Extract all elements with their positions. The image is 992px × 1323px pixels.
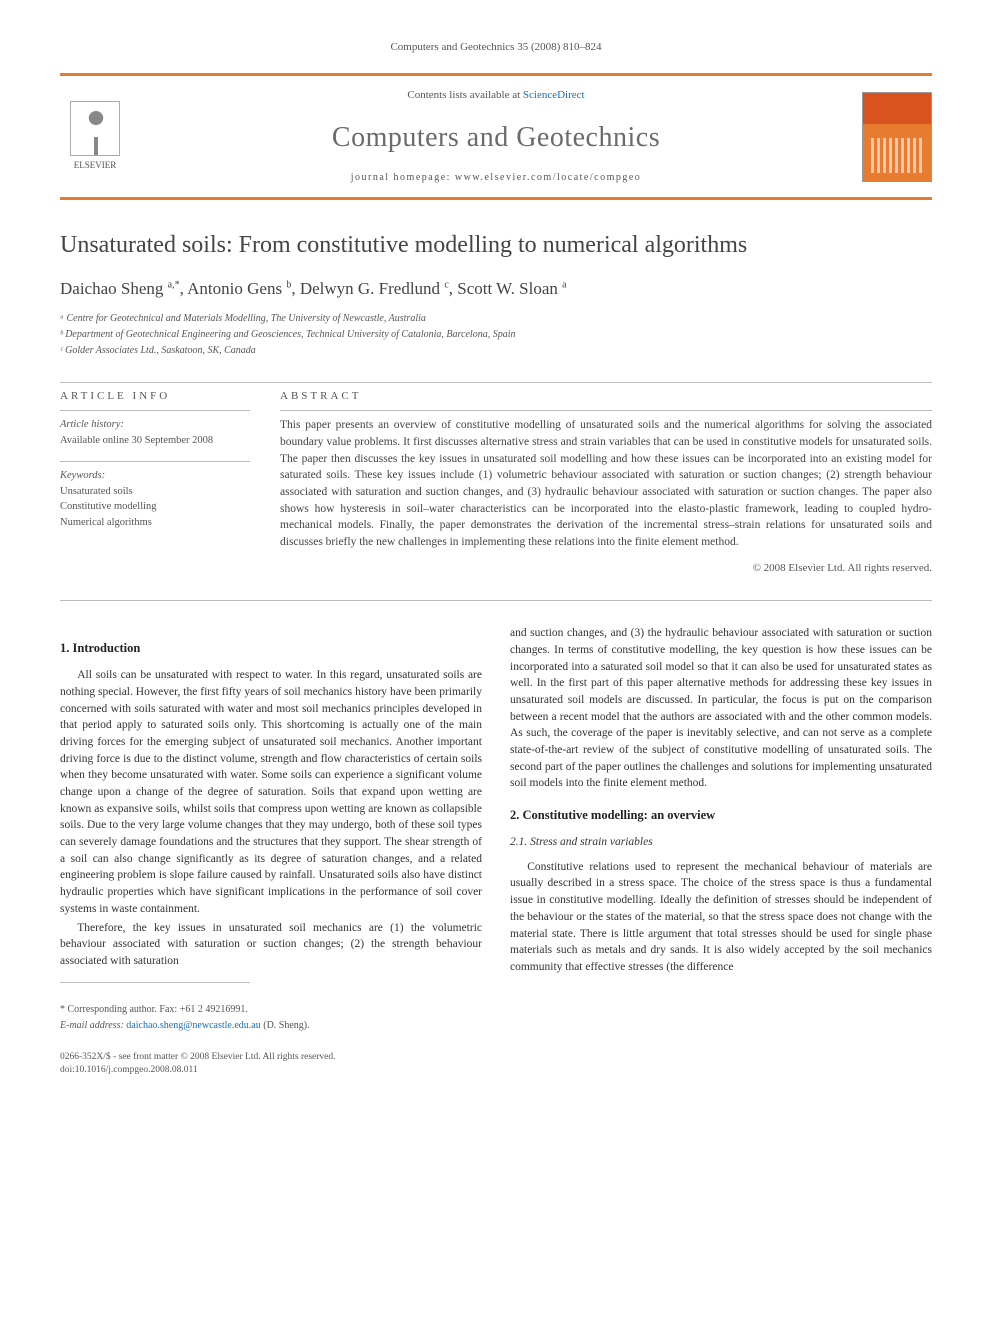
abstract-column: ABSTRACT This paper presents an overview…	[280, 389, 932, 576]
homepage-prefix: journal homepage:	[351, 172, 455, 183]
affiliation: ᶜ Golder Associates Ltd., Saskatoon, SK,…	[60, 343, 932, 358]
subsection-heading: 2.1. Stress and strain variables	[510, 834, 932, 851]
divider	[60, 382, 932, 383]
publisher-name: ELSEVIER	[74, 159, 117, 172]
divider	[60, 600, 932, 601]
corresponding-author-line: * Corresponding author. Fax: +61 2 49216…	[60, 1003, 482, 1017]
divider	[60, 410, 250, 411]
corresponding-author-block: * Corresponding author. Fax: +61 2 49216…	[60, 1003, 482, 1033]
history-value: Available online 30 September 2008	[60, 433, 250, 449]
article-history-block: Article history: Available online 30 Sep…	[60, 417, 250, 449]
abstract-text: This paper presents an overview of const…	[280, 417, 932, 550]
info-abstract-row: ARTICLE INFO Article history: Available …	[60, 389, 932, 576]
email-label: E-mail address:	[60, 1020, 124, 1031]
body-paragraph: Constitutive relations used to represent…	[510, 859, 932, 976]
divider	[60, 461, 250, 462]
corresponding-email-line: E-mail address: daichao.sheng@newcastle.…	[60, 1019, 482, 1033]
header-center: Contents lists available at ScienceDirec…	[130, 88, 862, 185]
abstract-header: ABSTRACT	[280, 389, 932, 404]
history-label: Article history:	[60, 417, 250, 433]
affiliation: ᵇ Department of Geotechnical Engineering…	[60, 327, 932, 342]
divider	[280, 410, 932, 411]
publisher-logo: ELSEVIER	[60, 97, 130, 177]
keywords-block: Keywords: Unsaturated soils Constitutive…	[60, 468, 250, 531]
journal-name: Computers and Geotechnics	[130, 118, 862, 157]
affiliations-block: ᵃ Centre for Geotechnical and Materials …	[60, 311, 932, 358]
keyword: Unsaturated soils	[60, 484, 250, 500]
section-heading: 2. Constitutive modelling: an overview	[510, 806, 932, 824]
journal-header-bar: ELSEVIER Contents lists available at Sci…	[60, 73, 932, 200]
article-title: Unsaturated soils: From constitutive mod…	[60, 230, 932, 261]
keyword: Numerical algorithms	[60, 515, 250, 531]
front-matter-line: 0266-352X/$ - see front matter © 2008 El…	[60, 1051, 482, 1064]
contents-prefix: Contents lists available at	[407, 89, 522, 101]
affiliation: ᵃ Centre for Geotechnical and Materials …	[60, 311, 932, 326]
corresponding-divider	[60, 982, 250, 983]
abstract-copyright: © 2008 Elsevier Ltd. All rights reserved…	[280, 561, 932, 576]
body-two-column: 1. Introduction All soils can be unsatur…	[60, 625, 932, 1077]
elsevier-tree-icon	[70, 101, 120, 156]
keyword: Constitutive modelling	[60, 499, 250, 515]
section-heading: 1. Introduction	[60, 639, 482, 657]
contents-available-line: Contents lists available at ScienceDirec…	[130, 88, 862, 103]
keywords-label: Keywords:	[60, 468, 250, 484]
email-link[interactable]: daichao.sheng@newcastle.edu.au	[126, 1020, 260, 1031]
doi-line: doi:10.1016/j.compgeo.2008.08.011	[60, 1064, 482, 1077]
article-info-header: ARTICLE INFO	[60, 389, 250, 404]
citation-line: Computers and Geotechnics 35 (2008) 810–…	[60, 40, 932, 55]
body-paragraph: Therefore, the key issues in unsaturated…	[60, 920, 482, 970]
journal-homepage-line: journal homepage: www.elsevier.com/locat…	[130, 171, 862, 185]
journal-cover-thumbnail	[862, 92, 932, 182]
author-list: Daichao Sheng a,*, Antonio Gens b, Delwy…	[60, 277, 932, 301]
body-paragraph: and suction changes, and (3) the hydraul…	[510, 625, 932, 792]
email-suffix: (D. Sheng).	[261, 1020, 310, 1031]
sciencedirect-link[interactable]: ScienceDirect	[523, 89, 585, 101]
homepage-url: www.elsevier.com/locate/compgeo	[455, 172, 641, 183]
doi-block: 0266-352X/$ - see front matter © 2008 El…	[60, 1051, 482, 1078]
body-paragraph: All soils can be unsaturated with respec…	[60, 667, 482, 917]
article-info-column: ARTICLE INFO Article history: Available …	[60, 389, 250, 576]
